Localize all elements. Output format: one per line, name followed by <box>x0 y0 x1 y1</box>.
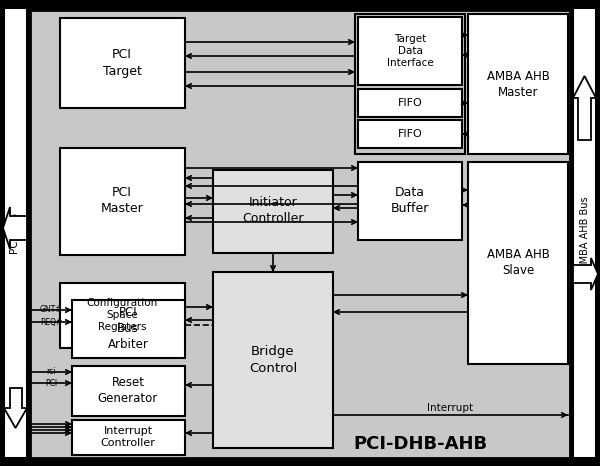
Polygon shape <box>4 388 27 428</box>
Bar <box>72 420 185 455</box>
Bar <box>358 120 462 148</box>
Text: AMBA AHB
Slave: AMBA AHB Slave <box>487 248 550 277</box>
Bar <box>358 89 462 117</box>
Text: AMBA AHB Bus: AMBA AHB Bus <box>580 196 589 270</box>
Bar <box>60 148 185 255</box>
Bar <box>72 366 185 416</box>
Bar <box>72 300 185 358</box>
Text: AMBA AHB
Master: AMBA AHB Master <box>487 69 550 98</box>
Text: FIFO: FIFO <box>398 98 422 108</box>
Polygon shape <box>3 207 27 249</box>
Bar <box>213 272 333 448</box>
Bar <box>358 17 462 85</box>
Bar <box>60 283 185 348</box>
Text: GNT#: GNT# <box>40 306 62 315</box>
Text: Bridge
Control: Bridge Control <box>249 345 297 375</box>
Bar <box>468 14 568 154</box>
Text: PCI: PCI <box>45 378 57 388</box>
Bar <box>213 170 333 253</box>
Text: Data
Buffer: Data Buffer <box>391 186 429 215</box>
Bar <box>358 162 462 240</box>
Text: PCI BUS: PCI BUS <box>11 212 20 254</box>
Text: Initiator
Controller: Initiator Controller <box>242 197 304 226</box>
Text: rci: rci <box>46 368 56 377</box>
Polygon shape <box>573 258 598 290</box>
Text: Interrupt
Controller: Interrupt Controller <box>101 426 155 448</box>
Text: PCI
Target: PCI Target <box>103 48 142 77</box>
Text: FIFO: FIFO <box>398 129 422 139</box>
Bar <box>4 8 27 458</box>
Text: Interrupt: Interrupt <box>427 403 473 413</box>
Text: REQ#: REQ# <box>40 317 62 327</box>
Text: Target
Data
Interface: Target Data Interface <box>386 34 433 69</box>
Bar <box>60 18 185 108</box>
Text: Configuration
Space
Registers: Configuration Space Registers <box>86 298 158 332</box>
Bar <box>468 162 568 364</box>
Text: PCI
Master: PCI Master <box>101 186 143 215</box>
Bar <box>355 14 465 154</box>
Text: PCI-DHB-AHB: PCI-DHB-AHB <box>353 435 487 453</box>
Text: PCI
Bus
Arbiter: PCI Bus Arbiter <box>107 307 148 351</box>
Polygon shape <box>573 76 596 140</box>
Text: Reset
Generator: Reset Generator <box>98 377 158 405</box>
Bar <box>573 8 596 458</box>
